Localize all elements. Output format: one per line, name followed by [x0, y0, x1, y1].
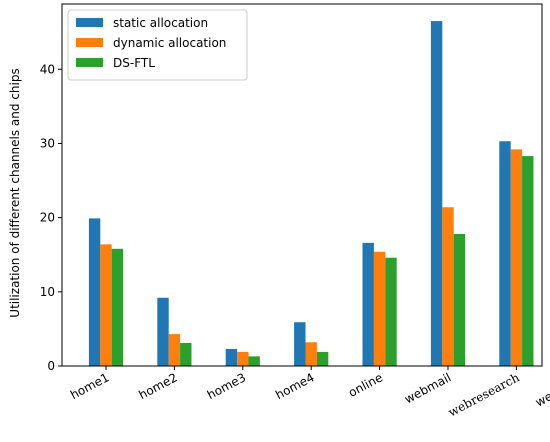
y-tick-label: 20: [40, 211, 55, 225]
x-tick-label-home4: home4: [273, 370, 316, 402]
bar-home2-dynamic-allocation: [168, 334, 181, 366]
plot-frame: [61, 3, 543, 367]
bar-home3-dynamic-allocation: [237, 351, 249, 366]
bar-online-static-allocation: [362, 242, 374, 366]
bar-home3-static-allocation: [225, 348, 238, 366]
bar-online-dynamic-allocation: [373, 251, 386, 366]
bar-home4-static-allocation: [294, 322, 306, 366]
bar-home4-ds-ftl: [316, 351, 329, 366]
x-tick-label-webusers: webusers: [533, 370, 550, 409]
bar-webresearch-dynamic-allocation: [510, 149, 523, 366]
x-tick-label-webmail: webmail: [402, 370, 453, 406]
bars-layer: [88, 21, 534, 367]
bar-home2-static-allocation: [157, 297, 169, 366]
x-tick-label-webresearch: webresearch: [446, 370, 522, 419]
legend-swatch: [76, 58, 103, 67]
y-axis-label: Utilization of different channels and ch…: [8, 68, 22, 317]
legend-box: [67, 9, 248, 81]
bar-webresearch-static-allocation: [499, 141, 511, 366]
bar-home3-ds-ftl: [248, 356, 260, 366]
legend-label: static allocation: [113, 16, 208, 30]
bar-webmail-static-allocation: [430, 21, 443, 367]
legend-label: DS-FTL: [113, 56, 155, 70]
bar-home1-ds-ftl: [111, 248, 124, 366]
bar-home2-ds-ftl: [180, 343, 192, 366]
bar-home1-static-allocation: [88, 218, 101, 366]
y-tick-label: 10: [40, 285, 55, 299]
bar-home1-dynamic-allocation: [100, 244, 112, 366]
bar-home4-dynamic-allocation: [305, 342, 317, 366]
x-tick-label-home1: home1: [68, 370, 111, 402]
bar-online-ds-ftl: [385, 257, 397, 366]
bar-webresearch-ds-ftl: [522, 156, 534, 366]
y-tick-label: 0: [47, 359, 55, 373]
legend-swatch: [76, 38, 103, 47]
legend-swatch: [76, 18, 103, 27]
legend: static allocation dynamic allocation DS-FT…: [67, 9, 248, 81]
legend-label: dynamic allocation: [113, 36, 226, 50]
x-tick-label-online: online: [346, 370, 385, 400]
x-tick-label-home3: home3: [205, 370, 248, 402]
bar-webmail-ds-ftl: [453, 233, 466, 366]
y-tick-label: 30: [40, 136, 55, 150]
y-tick-label: 40: [40, 62, 55, 76]
x-tick-label-home2: home2: [136, 370, 179, 402]
bar-webmail-dynamic-allocation: [442, 207, 454, 366]
